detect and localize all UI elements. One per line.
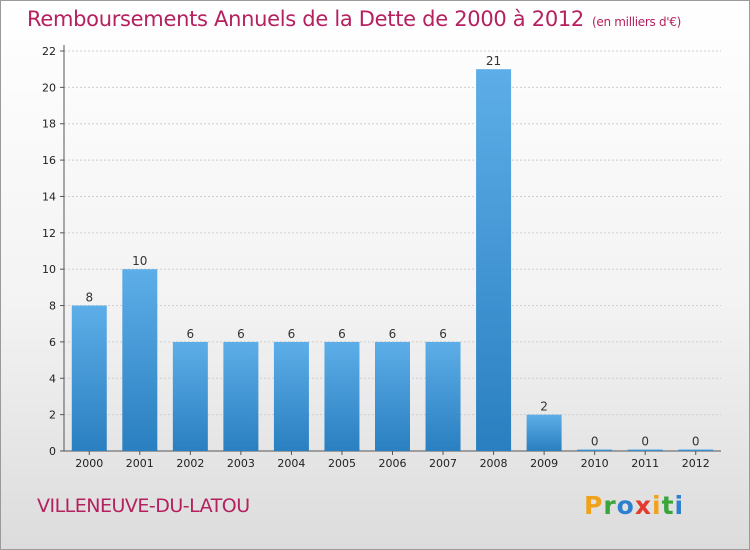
logo-letter: x	[634, 491, 652, 520]
y-tick-label: 4	[49, 372, 56, 385]
data-label-2006: 6	[389, 327, 397, 341]
data-label-2004: 6	[288, 327, 296, 341]
y-tick-label: 14	[42, 190, 56, 203]
x-tick-label-2010: 2010	[581, 457, 609, 470]
bar-2009	[526, 414, 562, 451]
logo-letter: o	[616, 491, 635, 520]
bar-2010	[577, 449, 613, 451]
y-tick-label: 6	[49, 336, 56, 349]
commune-name: VILLENEUVE-DU-LATOU	[37, 495, 250, 517]
data-label-2010: 0	[591, 435, 599, 449]
y-tick-label: 22	[42, 45, 56, 58]
y-tick-label: 16	[42, 154, 56, 167]
y-tick-label: 10	[42, 263, 56, 276]
data-label-2011: 0	[641, 435, 649, 449]
x-tick-label-2005: 2005	[328, 457, 356, 470]
y-tick-label: 18	[42, 118, 56, 131]
logo-letter: P	[584, 491, 604, 520]
x-tick-label-2011: 2011	[631, 457, 659, 470]
chart-title-text: Remboursements Annuels de la Dette de 20…	[27, 7, 584, 31]
bar-2007	[425, 341, 461, 451]
bar-2000	[71, 305, 107, 451]
x-tick-label-2000: 2000	[75, 457, 103, 470]
y-tick-label: 8	[49, 300, 56, 313]
data-label-2003: 6	[237, 327, 245, 341]
bar-2003	[223, 341, 259, 451]
x-tick-label-2002: 2002	[176, 457, 204, 470]
bar-2002	[172, 341, 208, 451]
chart-subtitle: (en milliers d'€)	[592, 15, 682, 29]
bar-2012	[678, 449, 714, 451]
logo-letter: r	[603, 491, 617, 520]
bar-2006	[375, 341, 410, 451]
x-tick-label-2007: 2007	[429, 457, 457, 470]
proxiti-logo: Proxiti	[584, 491, 684, 520]
data-label-2009: 2	[540, 400, 548, 414]
bar-2004	[273, 341, 309, 451]
y-tick-label: 20	[42, 81, 56, 94]
chart-title: Remboursements Annuels de la Dette de 20…	[27, 7, 681, 31]
y-tick-label: 0	[49, 445, 56, 458]
x-tick-label-2012: 2012	[682, 457, 710, 470]
data-label-2002: 6	[187, 327, 195, 341]
logo-letter: i	[674, 491, 685, 520]
data-label-2000: 8	[85, 291, 93, 305]
data-label-2007: 6	[439, 327, 447, 341]
y-tick-label: 2	[49, 409, 56, 422]
data-label-2001: 10	[132, 254, 147, 268]
x-tick-label-2006: 2006	[379, 457, 407, 470]
data-label-2005: 6	[338, 327, 346, 341]
x-tick-label-2009: 2009	[530, 457, 558, 470]
data-label-2008: 21	[486, 54, 501, 68]
x-tick-label-2001: 2001	[126, 457, 154, 470]
bar-2005	[324, 341, 360, 451]
bar-2011	[627, 449, 663, 451]
bar-2001	[122, 269, 158, 451]
x-tick-label-2003: 2003	[227, 457, 255, 470]
y-tick-label: 12	[42, 227, 56, 240]
bar-2008	[476, 69, 512, 451]
x-tick-label-2008: 2008	[480, 457, 508, 470]
logo-letter: i	[652, 491, 662, 520]
logo-letter: t	[661, 491, 675, 520]
data-label-2012: 0	[692, 435, 700, 449]
x-tick-label-2004: 2004	[277, 457, 305, 470]
